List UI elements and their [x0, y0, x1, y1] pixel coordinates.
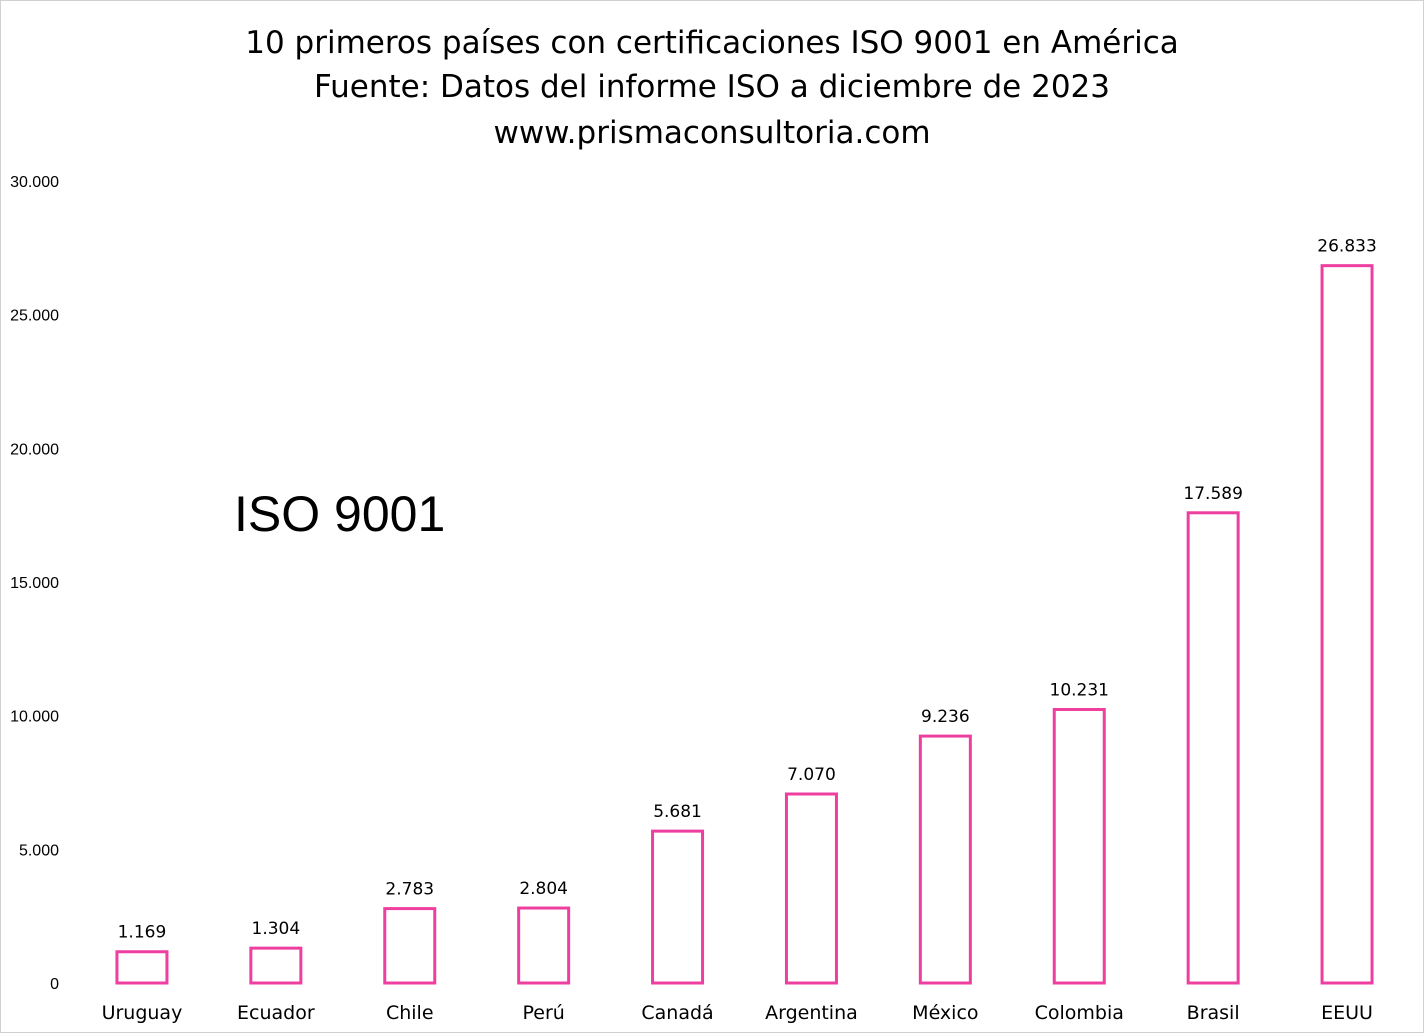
- y-tick-label: 25.000: [10, 308, 59, 325]
- x-tick-label: Brasil: [1187, 1002, 1240, 1024]
- y-tick-label: 0: [50, 976, 59, 993]
- y-tick-label: 10.000: [10, 709, 59, 726]
- data-label: 2.804: [519, 879, 568, 899]
- x-tick-label: México: [912, 1002, 978, 1024]
- x-tick-label: Uruguay: [102, 1002, 183, 1024]
- data-label: 17.589: [1183, 484, 1242, 504]
- chart-title-line-1: 10 primeros países con certificaciones I…: [245, 25, 1178, 61]
- x-tick-label: Argentina: [765, 1002, 858, 1024]
- data-label: 5.681: [653, 802, 702, 822]
- y-tick-label: 30.000: [10, 174, 59, 191]
- data-label: 1.169: [118, 923, 167, 943]
- data-label: 26.833: [1317, 237, 1376, 257]
- bar-perú: [517, 906, 571, 985]
- x-tick-label: Canadá: [641, 1002, 713, 1024]
- x-axis: Uruguay Ecuador Chile Perú Canadá Argentina Mé…: [102, 1002, 1373, 1024]
- chart-title-line-2: Fuente: Datos del informe ISO a diciembr…: [314, 69, 1110, 105]
- bar-argentina: [784, 792, 838, 985]
- bar-brasil: [1186, 511, 1240, 985]
- chart-title: 10 primeros países con certificaciones I…: [245, 25, 1178, 151]
- bar-ecuador: [249, 946, 303, 985]
- x-tick-label: Colombia: [1035, 1002, 1124, 1024]
- bar-canadá: [651, 829, 705, 985]
- bar-colombia: [1052, 707, 1106, 985]
- bar-uruguay: [115, 950, 169, 985]
- bar-eeuu: [1320, 264, 1374, 985]
- y-axis: 0 5.000 10.000 15.000 20.000 25.000 30.000: [10, 174, 59, 993]
- x-tick-label: EEUU: [1321, 1002, 1373, 1024]
- bars: [115, 264, 1374, 985]
- data-label: 2.783: [385, 880, 434, 900]
- x-tick-label: Chile: [386, 1002, 434, 1024]
- chart-title-line-3: www.prismaconsultoria.com: [493, 115, 930, 151]
- data-labels: 1.169 1.304 2.783 2.804 5.681 7.070 9.236 10.23…: [118, 237, 1377, 943]
- x-tick-label: Perú: [522, 1002, 564, 1024]
- bar-chile: [383, 907, 437, 985]
- data-label: 7.070: [787, 765, 836, 785]
- data-label: 9.236: [921, 707, 970, 727]
- chart-annotation: ISO 9001: [234, 486, 445, 542]
- data-label: 10.231: [1050, 680, 1109, 700]
- data-label: 1.304: [252, 919, 301, 939]
- y-tick-label: 5.000: [19, 842, 59, 859]
- bar-méxico: [918, 734, 972, 985]
- y-tick-label: 15.000: [10, 575, 59, 592]
- x-tick-label: Ecuador: [237, 1002, 315, 1024]
- y-tick-label: 20.000: [10, 441, 59, 458]
